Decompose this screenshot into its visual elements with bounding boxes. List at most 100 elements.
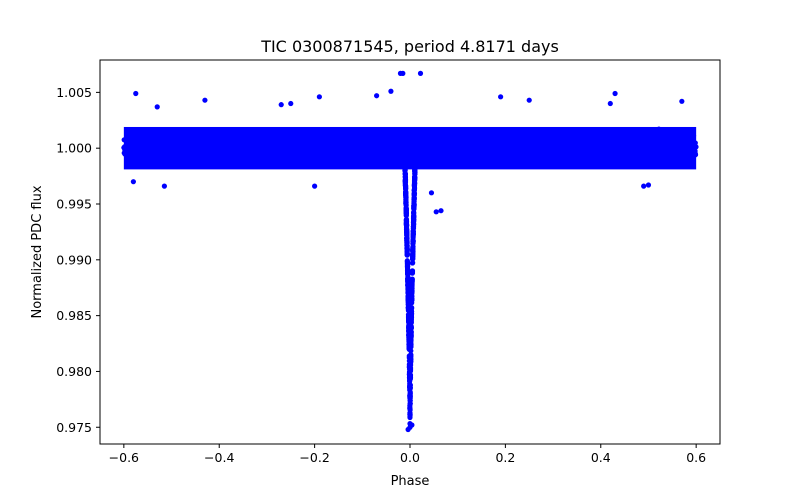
data-point — [411, 196, 417, 202]
y-tick-label: 1.005 — [56, 85, 92, 100]
data-point — [409, 270, 416, 276]
y-tick-label: 0.985 — [56, 308, 92, 323]
data-point — [401, 141, 407, 147]
y-tick-label: 1.000 — [56, 141, 92, 156]
data-point — [202, 97, 208, 103]
data-point — [411, 203, 417, 209]
y-tick-label: 0.975 — [56, 420, 92, 435]
y-tick-label: 0.980 — [56, 364, 92, 379]
data-point — [404, 234, 410, 240]
y-axis: 0.975 0.980 0.985 0.990 0.995 1.000 1.005 — [56, 85, 100, 435]
chart-title: TIC 0300871545, period 4.8171 days — [260, 37, 559, 56]
data-point — [403, 220, 410, 226]
data-point — [404, 246, 410, 252]
y-tick-label: 0.995 — [56, 197, 92, 212]
data-point — [433, 209, 439, 215]
data-point — [498, 94, 504, 100]
data-point — [409, 279, 415, 285]
data-point — [612, 90, 618, 97]
data-point — [408, 359, 414, 365]
data-point — [404, 251, 410, 257]
data-point — [402, 185, 409, 191]
data-point — [405, 306, 412, 312]
data-point — [405, 267, 411, 274]
data-point — [607, 100, 613, 107]
data-point — [405, 289, 411, 295]
data-point — [413, 132, 419, 138]
data-point — [409, 422, 415, 428]
data-point — [408, 311, 414, 318]
data-point — [438, 208, 444, 214]
data-point — [407, 411, 413, 417]
data-point — [412, 160, 418, 166]
data-point — [406, 327, 412, 333]
x-tick-label: 0.6 — [686, 450, 706, 465]
x-tick-label: −0.4 — [204, 450, 234, 465]
x-axis-label: Phase — [391, 474, 430, 489]
data-point — [411, 220, 417, 227]
data-point — [411, 191, 417, 197]
data-point — [407, 374, 414, 380]
data-point — [130, 179, 136, 185]
data-point — [403, 197, 409, 203]
data-point — [411, 175, 418, 182]
data-point — [401, 152, 408, 158]
dense-band — [123, 126, 697, 170]
data-point — [404, 263, 411, 270]
data-point — [410, 250, 416, 256]
data-point — [411, 209, 417, 215]
data-point — [411, 187, 417, 194]
data-point — [526, 97, 532, 103]
data-point — [409, 254, 416, 260]
data-point — [405, 297, 411, 303]
x-tick-label: −0.2 — [299, 450, 329, 465]
data-point — [316, 94, 322, 100]
data-point — [133, 90, 139, 97]
data-point — [408, 320, 414, 326]
scatter-series — [121, 70, 699, 433]
data-point — [409, 288, 415, 294]
data-point — [413, 142, 419, 149]
data-point — [411, 217, 417, 223]
data-point — [405, 280, 411, 287]
data-point — [417, 70, 424, 76]
x-tick-label: 0.2 — [495, 450, 515, 465]
x-tick-label: 0.4 — [591, 450, 611, 465]
data-point — [645, 182, 652, 188]
data-point — [288, 100, 294, 107]
data-point — [428, 190, 435, 196]
data-point — [412, 156, 418, 162]
data-point — [412, 169, 418, 175]
data-point — [403, 206, 409, 212]
data-point — [406, 316, 412, 322]
y-axis-label: Normalized PDC flux — [30, 185, 45, 318]
data-point — [407, 400, 413, 407]
data-point — [407, 382, 413, 388]
data-point — [388, 88, 394, 94]
y-tick-label: 0.990 — [56, 252, 92, 267]
data-point — [312, 183, 318, 189]
x-tick-label: −0.6 — [109, 450, 139, 465]
data-point — [406, 333, 412, 339]
data-point — [411, 183, 417, 189]
data-point — [410, 238, 416, 244]
data-point — [402, 167, 408, 173]
data-point — [402, 171, 408, 177]
data-point — [641, 183, 647, 189]
data-point — [407, 362, 414, 368]
data-point — [402, 176, 409, 183]
data-point — [404, 241, 410, 248]
data-point — [404, 259, 411, 266]
data-point — [679, 98, 685, 104]
data-point — [404, 228, 410, 234]
data-point — [161, 183, 167, 189]
x-tick-label: 0.0 — [400, 450, 420, 465]
data-point — [402, 191, 409, 197]
data-point — [407, 392, 413, 398]
data-point — [374, 93, 380, 99]
data-point — [400, 70, 406, 76]
x-axis: −0.6 −0.4 −0.2 0.0 0.2 0.4 0.6 — [109, 444, 706, 465]
data-point — [410, 260, 416, 266]
data-point — [407, 405, 413, 411]
